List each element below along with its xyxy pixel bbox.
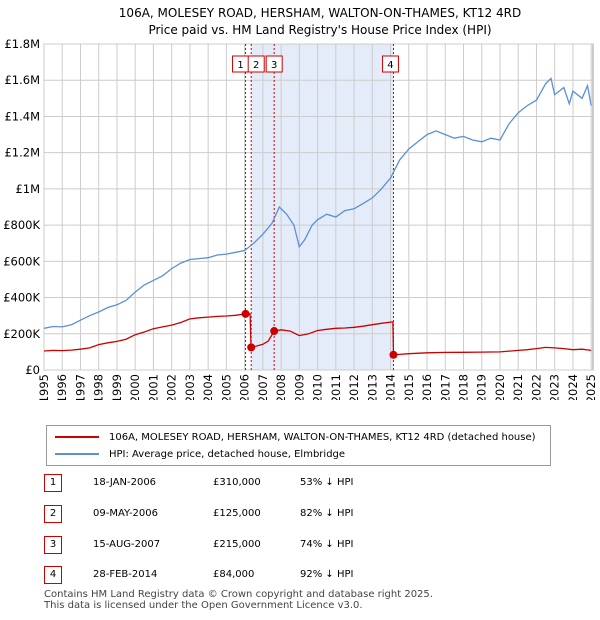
footer-copyright: Contains HM Land Registry data © Crown c… [44, 589, 433, 600]
x-tick-label: 2024 [566, 374, 580, 400]
y-tick-label: £1.4M [4, 109, 40, 123]
shaded-region [251, 44, 394, 370]
x-tick-label: 2006 [238, 374, 252, 400]
x-tick-label: 2013 [365, 374, 379, 400]
transaction-price: £215,000 [213, 539, 261, 550]
series [43, 77, 592, 356]
y-tick-label: £1.8M [4, 37, 40, 51]
y-tick-label: £200K [3, 327, 40, 341]
transaction-label-box [247, 55, 265, 73]
series-line [43, 77, 592, 329]
transaction-label: 4 [387, 60, 393, 71]
legend-item-sold: 106A, MOLESEY ROAD, HERSHAM, WALTON-ON-T… [55, 430, 536, 444]
y-tick-label: £0 [25, 363, 40, 377]
legend-swatch-blue [55, 453, 99, 455]
y-axis: £0 £200K £400K £600K £800K £1M £1.2M £1.4M £1.6M… [3, 37, 40, 377]
x-tick-label: 2018 [457, 374, 471, 400]
y-tick-label: £1.2M [4, 146, 40, 160]
x-tick-label: 2023 [548, 374, 562, 400]
legend: 106A, MOLESEY ROAD, HERSHAM, WALTON-ON-T… [46, 425, 551, 466]
table-row: 3 15-AUG-2007 £215,000 74% ↓ HPI [44, 536, 564, 554]
x-tick-label: 2007 [256, 374, 270, 400]
transaction-badge: 2 [44, 505, 62, 523]
series-line [43, 313, 592, 356]
transaction-label: 3 [271, 60, 277, 71]
x-tick-label: 1995 [37, 374, 51, 400]
shaded-period [251, 44, 394, 370]
sale-point [247, 343, 256, 352]
x-tick-label: 2022 [529, 374, 543, 400]
transaction-label: 2 [253, 60, 259, 71]
legend-label-sold: 106A, MOLESEY ROAD, HERSHAM, WALTON-ON-T… [109, 431, 536, 443]
sale-point [270, 327, 279, 336]
legend-label-hpi: HPI: Average price, detached house, Elmb… [109, 448, 346, 460]
x-tick-label: 2020 [493, 374, 507, 400]
x-tick-label: 1998 [92, 374, 106, 400]
transaction-badge: 4 [44, 566, 62, 584]
x-tick-label: 2012 [347, 374, 361, 400]
x-tick-label: 2010 [311, 374, 325, 400]
x-tick-label: 2025 [584, 374, 598, 400]
x-tick-label: 2003 [183, 374, 197, 400]
price-chart: 106A, MOLESEY ROAD, HERSHAM, WALTON-ON-T… [3, 6, 598, 400]
x-tick-label: 1997 [73, 374, 87, 400]
table-row: 4 28-FEB-2014 £84,000 92% ↓ HPI [44, 566, 564, 584]
table-row: 2 09-MAY-2006 £125,000 82% ↓ HPI [44, 505, 564, 523]
transaction-badge: 1 [44, 474, 62, 492]
x-tick-label: 2004 [201, 374, 215, 400]
y-tick-label: £1.6M [4, 73, 40, 87]
x-tick-label: 2021 [511, 374, 525, 400]
transaction-label: 1 [237, 60, 243, 71]
transaction-hpi: 82% ↓ HPI [300, 508, 354, 519]
y-tick-label: £600K [3, 254, 40, 268]
transaction-hpi: 74% ↓ HPI [300, 539, 354, 550]
sale-point [389, 350, 398, 359]
table-row: 1 18-JAN-2006 £310,000 53% ↓ HPI [44, 474, 564, 492]
transaction-date: 15-AUG-2007 [93, 539, 161, 550]
x-tick-label: 1996 [55, 374, 69, 400]
x-tick-label: 1999 [110, 374, 124, 400]
grid [43, 43, 593, 371]
x-tick-label: 2014 [384, 374, 398, 400]
x-tick-label: 2011 [329, 374, 343, 400]
transaction-label-box [381, 55, 399, 73]
footer-licence: This data is licensed under the Open Gov… [44, 600, 363, 611]
x-tick-label: 2017 [438, 374, 452, 400]
x-tick-label: 2000 [128, 374, 142, 400]
transaction-badge: 3 [44, 536, 62, 554]
transaction-price: £125,000 [213, 508, 261, 519]
x-tick-label: 2008 [274, 374, 288, 400]
y-tick-label: £400K [3, 291, 40, 305]
x-tick-label: 2005 [219, 374, 233, 400]
footer: Contains HM Land Registry data © Crown c… [44, 589, 433, 611]
sale-point [241, 309, 250, 318]
x-tick-label: 2019 [475, 374, 489, 400]
x-tick-label: 2001 [146, 374, 160, 400]
legend-swatch-red [55, 436, 99, 438]
x-axis: 1995 1996 1997 1998 1999 2000 2001 2002 2003 2004… [37, 374, 598, 400]
transaction-price: £84,000 [213, 569, 255, 580]
x-tick-label: 2009 [292, 374, 306, 400]
x-tick-label: 2016 [420, 374, 434, 400]
transaction-date: 18-JAN-2006 [93, 477, 157, 488]
transaction-date: 28-FEB-2014 [93, 569, 158, 580]
transaction-hpi: 53% ↓ HPI [300, 477, 354, 488]
transaction-date: 09-MAY-2006 [93, 508, 159, 519]
chart-subtitle: Price paid vs. HM Land Registry's House … [148, 23, 491, 37]
x-tick-label: 2002 [165, 374, 179, 400]
y-tick-label: £800K [3, 218, 40, 232]
legend-item-hpi: HPI: Average price, detached house, Elmb… [55, 447, 345, 461]
sale-points [241, 309, 398, 359]
transaction-hpi: 92% ↓ HPI [300, 569, 354, 580]
y-tick-label: £1M [15, 182, 40, 196]
transaction-price: £310,000 [213, 477, 261, 488]
transaction-label-box [265, 55, 283, 73]
x-tick-label: 2015 [402, 374, 416, 400]
chart-title: 106A, MOLESEY ROAD, HERSHAM, WALTON-ON-T… [119, 6, 521, 20]
